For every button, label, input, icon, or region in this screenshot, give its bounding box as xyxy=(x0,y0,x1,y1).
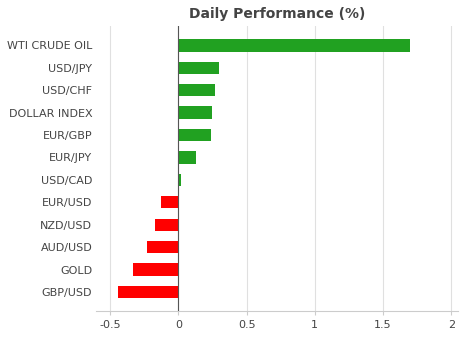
Bar xyxy=(160,196,179,209)
Bar xyxy=(155,218,179,231)
Bar xyxy=(179,39,410,52)
Bar xyxy=(118,286,179,298)
Title: Daily Performance (%): Daily Performance (%) xyxy=(189,7,365,21)
Bar xyxy=(133,263,179,276)
Bar xyxy=(179,106,213,119)
Bar xyxy=(179,84,215,96)
Bar xyxy=(179,62,219,74)
Bar xyxy=(147,241,179,253)
Bar xyxy=(179,151,196,163)
Bar xyxy=(179,174,181,186)
Bar xyxy=(179,129,211,141)
